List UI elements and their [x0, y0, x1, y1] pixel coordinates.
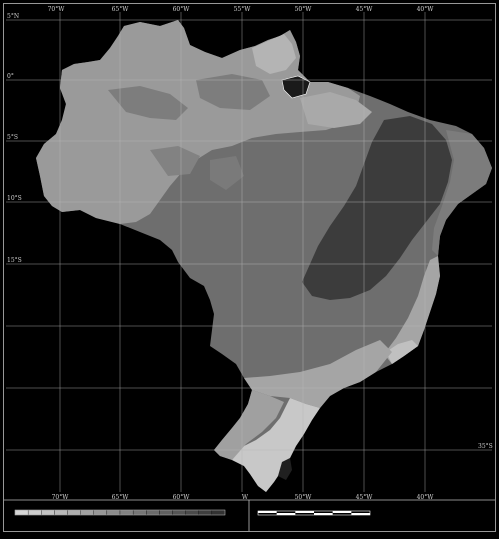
legend-swatch	[14, 509, 29, 516]
legend-swatch	[159, 509, 173, 516]
legend-swatch	[119, 509, 134, 516]
legend-swatch	[172, 509, 186, 516]
lon-label-top: 50°W	[295, 6, 313, 13]
lon-label-bottom: 65°W	[112, 494, 130, 501]
lon-label-bottom: W	[242, 494, 249, 501]
legend-swatch	[80, 509, 94, 516]
northeast-coast	[432, 130, 492, 256]
scale-bar-segment	[295, 511, 314, 513]
legend-swatch	[106, 509, 121, 516]
lat-label: 0°	[7, 73, 14, 80]
amazon-patch-3	[150, 146, 200, 176]
legend-color-ramp	[14, 509, 226, 516]
lagoa-dos-patos	[278, 458, 292, 480]
northeast-dark	[302, 116, 452, 300]
legend-swatch	[211, 509, 226, 516]
lon-label-bottom: 60°W	[173, 494, 191, 501]
southeast-mid	[244, 340, 392, 408]
lon-label-top: 55°W	[234, 6, 252, 13]
legend-swatch	[27, 509, 42, 516]
legend-swatch	[132, 509, 147, 516]
north-coast-light	[300, 92, 372, 128]
amazon-patch-4	[210, 156, 244, 190]
lat-label: 5°S	[7, 134, 18, 141]
lon-label-bottom: 40°W	[417, 494, 435, 501]
lon-labels-bottom: 70°W 65°W 60°W W 50°W 45°W 40°W	[52, 494, 435, 501]
lat-labels: 5°N 0° 5°S 10°S 15°S 35°S	[7, 13, 493, 450]
amapa-light	[252, 34, 296, 74]
lon-labels-top: 70°W 65°W 60°W 55°W 50°W 45°W 40°W	[48, 6, 435, 13]
legend-swatch	[67, 509, 81, 516]
scale-bar-segment	[351, 513, 370, 515]
lon-label-bottom: 70°W	[52, 494, 70, 501]
legend-swatch	[54, 509, 68, 516]
outer-border	[3, 3, 496, 532]
legend-swatch	[41, 509, 55, 516]
amazon-patch-2	[196, 74, 270, 110]
amazon-patch-1	[108, 86, 188, 120]
lon-label-top: 45°W	[356, 6, 374, 13]
lat-label-right: 35°S	[478, 443, 493, 450]
scale-bar-outline	[257, 510, 371, 516]
lat-label: 5°N	[7, 13, 19, 20]
scale-bar-segment	[314, 513, 333, 515]
lat-label: 10°S	[7, 195, 22, 202]
east-coast-lighter	[386, 340, 418, 364]
lon-label-top: 40°W	[417, 6, 435, 13]
scale-bar-segment	[332, 511, 352, 513]
graticule	[6, 12, 492, 492]
legend-swatch	[185, 509, 199, 516]
south-light	[232, 398, 320, 492]
lon-label-bottom: 50°W	[295, 494, 313, 501]
lon-label-top: 70°W	[48, 6, 66, 13]
lat-label: 15°S	[7, 257, 22, 264]
south-mid	[214, 390, 284, 460]
legend-swatch	[146, 509, 160, 516]
scale-bar	[258, 511, 370, 515]
lon-label-bottom: 45°W	[356, 494, 374, 501]
east-coast-light	[384, 256, 440, 364]
brazil-region-map	[36, 20, 492, 492]
lon-label-top: 65°W	[112, 6, 130, 13]
legend-swatch	[198, 509, 213, 516]
legend-swatch	[93, 509, 108, 516]
legend-ramp-outline	[14, 509, 226, 516]
scale-bar-segment	[258, 511, 277, 513]
scale-bar-segment	[276, 513, 296, 515]
lon-label-top: 60°W	[173, 6, 191, 13]
